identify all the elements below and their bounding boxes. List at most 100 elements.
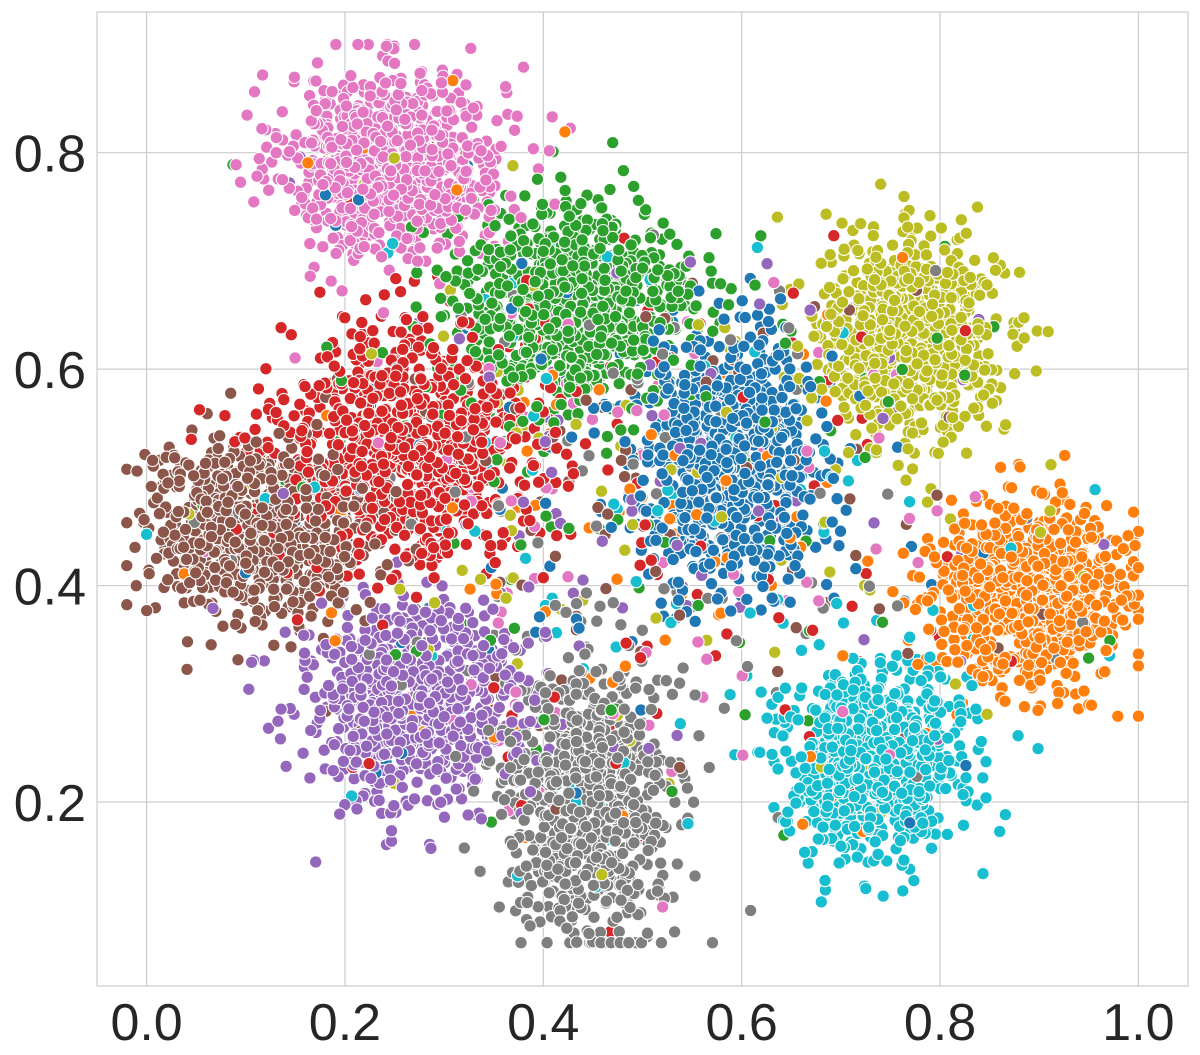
scatter-point xyxy=(1099,550,1111,562)
scatter-point xyxy=(703,252,715,264)
scatter-point xyxy=(780,745,792,757)
scatter-point xyxy=(640,505,652,517)
scatter-point xyxy=(874,656,886,668)
scatter-point xyxy=(372,582,384,594)
scatter-point xyxy=(360,294,372,306)
scatter-point xyxy=(977,772,989,784)
scatter-point xyxy=(877,890,889,902)
scatter-point xyxy=(378,289,390,301)
scatter-point xyxy=(1099,666,1111,678)
scatter-point xyxy=(217,620,229,632)
scatter-point xyxy=(1132,613,1144,625)
scatter-point xyxy=(121,517,133,529)
scatter-point xyxy=(824,566,836,578)
scatter-point xyxy=(655,937,667,949)
scatter-point xyxy=(850,549,862,561)
scatter-point xyxy=(181,663,193,675)
data-points xyxy=(121,38,1145,949)
scatter-point xyxy=(525,879,537,891)
scatter-point xyxy=(263,184,275,196)
scatter-point xyxy=(527,143,539,155)
scatter-point xyxy=(150,552,162,564)
scatter-point xyxy=(777,730,789,742)
scatter-point xyxy=(801,415,813,427)
scatter-point xyxy=(668,926,680,938)
scatter-point xyxy=(626,505,638,517)
scatter-point xyxy=(500,592,512,604)
scatter-point xyxy=(537,572,549,584)
scatter-point xyxy=(351,803,363,815)
scatter-point xyxy=(1032,742,1044,754)
scatter-point xyxy=(373,794,385,806)
scatter-point xyxy=(407,604,419,616)
scatter-point xyxy=(666,688,678,700)
scatter-point xyxy=(851,851,863,863)
scatter-point xyxy=(460,538,472,550)
scatter-point xyxy=(301,671,313,683)
scatter-point xyxy=(497,527,509,539)
scatter-point xyxy=(769,646,781,658)
scatter-point xyxy=(570,597,582,609)
scatter-point xyxy=(248,86,260,98)
scatter-point xyxy=(143,568,155,580)
scatter-point xyxy=(772,665,784,677)
scatter-point xyxy=(902,443,914,455)
scatter-point xyxy=(815,896,827,908)
scatter-point xyxy=(304,270,316,282)
scatter-point xyxy=(458,842,470,854)
scatter-point xyxy=(317,241,329,253)
scatter-point xyxy=(739,311,751,323)
scatter-point xyxy=(219,409,231,421)
scatter-point xyxy=(544,670,556,682)
scatter-point xyxy=(771,211,783,223)
scatter-point xyxy=(588,427,600,439)
scatter-point xyxy=(873,603,885,615)
scatter-point xyxy=(782,573,794,585)
scatter-point xyxy=(953,740,965,752)
scatter-point xyxy=(279,626,291,638)
scatter-point xyxy=(181,636,193,648)
scatter-point xyxy=(957,819,969,831)
scatter-point xyxy=(969,254,981,266)
scatter-point xyxy=(766,748,778,760)
scatter-point xyxy=(558,893,570,905)
scatter-point xyxy=(674,718,686,730)
scatter-point xyxy=(842,446,854,458)
scatter-point xyxy=(870,543,882,555)
scatter-point xyxy=(121,559,133,571)
scatter-point xyxy=(594,600,606,612)
scatter-point xyxy=(408,38,420,50)
scatter-point xyxy=(860,882,872,894)
scatter-point xyxy=(248,196,260,208)
scatter-point xyxy=(787,287,799,299)
scatter-point xyxy=(690,300,702,312)
scatter-point xyxy=(438,811,450,823)
scatter-point xyxy=(252,383,264,395)
scatter-point xyxy=(1089,483,1101,495)
scatter-point xyxy=(833,857,845,869)
scatter-point xyxy=(575,197,587,209)
scatter-point xyxy=(831,493,843,505)
scatter-point xyxy=(886,239,898,251)
scatter-point xyxy=(837,617,849,629)
scatter-point xyxy=(377,307,389,319)
scatter-point xyxy=(1059,449,1071,461)
scatter-point xyxy=(588,911,600,923)
scatter-point xyxy=(518,479,530,491)
scatter-point xyxy=(523,581,535,593)
scatter-point xyxy=(586,413,598,425)
scatter-point xyxy=(268,639,280,651)
scatter-point xyxy=(714,278,726,290)
scatter-point xyxy=(925,842,937,854)
scatter-point xyxy=(430,784,442,796)
scatter-point xyxy=(615,619,627,631)
scatter-point xyxy=(906,463,918,475)
scatter-point xyxy=(882,488,894,500)
scatter-point xyxy=(138,514,150,526)
scatter-point xyxy=(1013,266,1025,278)
scatter-point xyxy=(955,214,967,226)
scatter-point xyxy=(1009,368,1021,380)
scatter-point xyxy=(411,267,423,279)
scatter-point xyxy=(820,208,832,220)
